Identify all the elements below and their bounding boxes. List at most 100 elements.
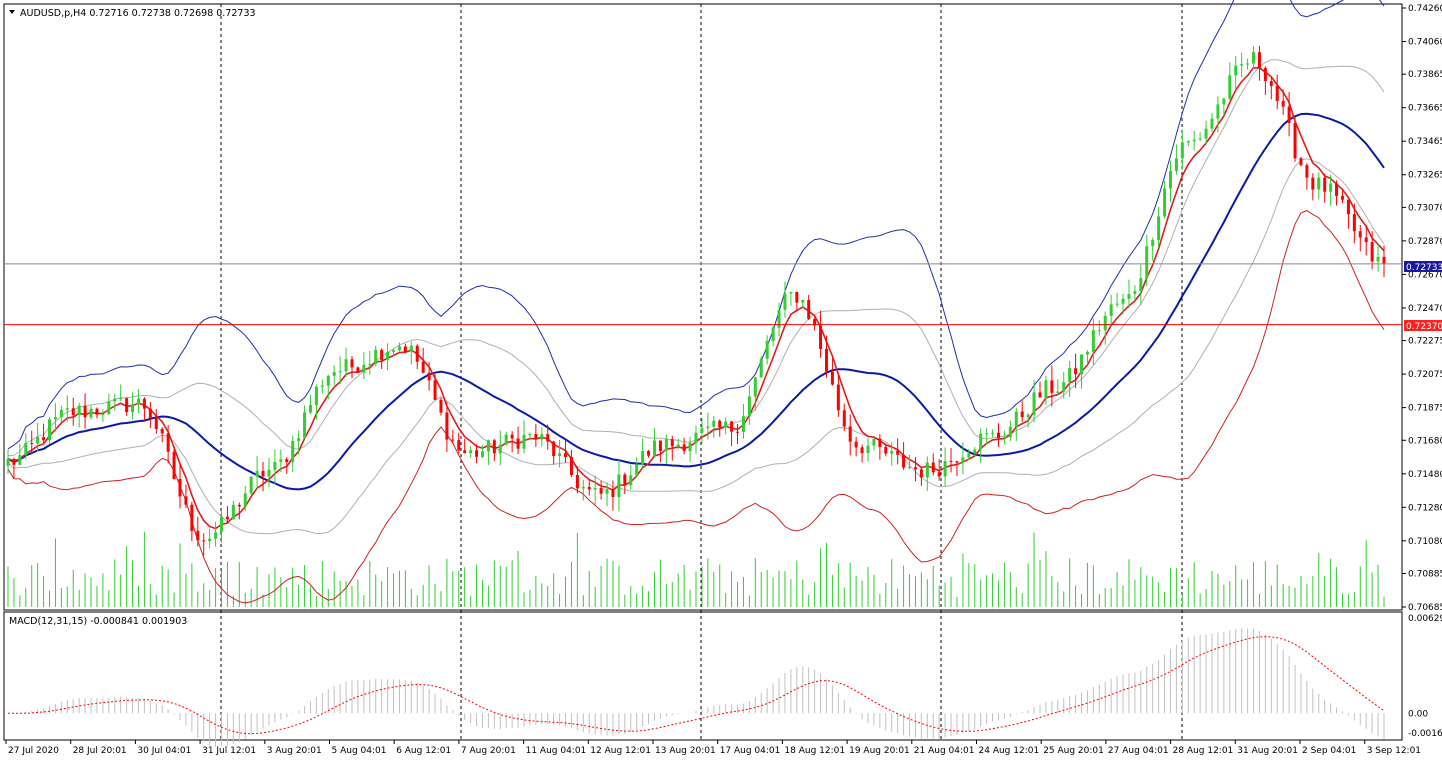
candle-body bbox=[344, 359, 348, 372]
candle-body bbox=[154, 418, 158, 429]
candle-body bbox=[374, 349, 378, 364]
candle-body bbox=[1044, 380, 1048, 398]
candle-body bbox=[338, 371, 342, 373]
candle-body bbox=[1198, 138, 1202, 140]
candle-body bbox=[202, 540, 206, 542]
candle-body bbox=[356, 367, 360, 373]
candle-body bbox=[522, 434, 526, 449]
candle-body bbox=[445, 412, 449, 440]
candle-body bbox=[220, 516, 224, 533]
time-tick-label: 31 Aug 20:01 bbox=[1237, 746, 1298, 756]
price-tick-label: 0.72670 bbox=[1408, 270, 1442, 280]
candle-body bbox=[741, 416, 745, 432]
candle-body bbox=[1109, 304, 1113, 316]
candle-body bbox=[1340, 195, 1344, 200]
candle-body bbox=[664, 439, 668, 451]
time-tick-label: 3 Aug 20:01 bbox=[267, 746, 322, 756]
candle-body bbox=[1376, 256, 1380, 262]
candle-body bbox=[83, 405, 87, 418]
price-tick-label: 0.71280 bbox=[1408, 503, 1442, 513]
price-tick-label: 0.74260 bbox=[1408, 4, 1442, 14]
candle-body bbox=[1056, 391, 1060, 393]
candle-body bbox=[1257, 52, 1261, 69]
candle-body bbox=[59, 409, 63, 417]
candle-body bbox=[943, 460, 947, 477]
candle-body bbox=[18, 455, 22, 465]
time-tick-label: 18 Aug 12:01 bbox=[784, 746, 845, 756]
candle-body bbox=[249, 476, 253, 494]
candle-body bbox=[878, 438, 882, 447]
candle-body bbox=[866, 445, 870, 454]
candle-body bbox=[439, 399, 443, 413]
candle-body bbox=[184, 496, 188, 505]
candle-body bbox=[967, 453, 971, 458]
candle-body bbox=[30, 442, 34, 444]
candle-body bbox=[1121, 298, 1125, 304]
inner-lower-band-line bbox=[7, 158, 1385, 535]
candle-body bbox=[819, 325, 823, 349]
candle-body bbox=[386, 351, 390, 361]
candle-body bbox=[42, 437, 46, 441]
candle-body bbox=[652, 440, 656, 456]
candle-body bbox=[486, 440, 490, 452]
price-tick-label: 0.71680 bbox=[1408, 436, 1442, 446]
macd-signal-line bbox=[8, 636, 1385, 735]
candle-body bbox=[119, 398, 123, 400]
candle-body bbox=[1103, 315, 1107, 331]
candle-body bbox=[1020, 411, 1024, 418]
candle-body bbox=[813, 318, 817, 326]
candle-body bbox=[1002, 437, 1006, 439]
current-price-text: 0.72733 bbox=[1406, 263, 1442, 273]
candle-body bbox=[1228, 75, 1232, 99]
time-tick-label: 17 Aug 04:01 bbox=[720, 746, 781, 756]
chevron-down-icon[interactable] bbox=[9, 10, 15, 14]
candle-body bbox=[178, 478, 182, 497]
candle-body bbox=[783, 293, 787, 310]
candle-body bbox=[392, 350, 396, 352]
macd-label: MACD(12,31,15) -0.000841 0.001903 bbox=[9, 616, 187, 627]
candle-body bbox=[36, 437, 40, 444]
horizontal-levels[interactable] bbox=[4, 263, 1402, 326]
candle-body bbox=[1240, 64, 1244, 66]
candle-body bbox=[552, 441, 556, 457]
candle-body bbox=[1080, 354, 1084, 375]
candle-body bbox=[961, 457, 965, 463]
candle-body bbox=[451, 439, 455, 441]
price-tick-label: 0.70685 bbox=[1408, 603, 1442, 613]
candle-body bbox=[558, 453, 562, 457]
time-tick-label: 24 Aug 12:01 bbox=[979, 746, 1040, 756]
candle-body bbox=[1299, 158, 1303, 166]
candle-body bbox=[658, 440, 662, 451]
candle-body bbox=[724, 421, 728, 428]
price-tick-label: 0.71480 bbox=[1408, 470, 1442, 480]
candle-body bbox=[279, 459, 283, 462]
candle-body bbox=[587, 486, 591, 490]
candle-body bbox=[1139, 278, 1143, 292]
price-axis: 0.74260 0.74060 0.73865 0.73665 0.73465 0.732… bbox=[1402, 4, 1442, 613]
price-tick-label: 0.70885 bbox=[1408, 569, 1442, 579]
candle-body bbox=[908, 467, 912, 469]
candle-body bbox=[308, 404, 312, 413]
candle-body bbox=[427, 372, 431, 381]
candle-body bbox=[902, 454, 906, 468]
candle-body bbox=[575, 475, 579, 489]
time-tick-label: 2 Sep 04:01 bbox=[1302, 746, 1356, 756]
macd-tick-label: -0.0016 bbox=[1408, 729, 1442, 739]
candle-body bbox=[670, 439, 674, 447]
candle-body bbox=[255, 470, 259, 477]
candle-body bbox=[433, 380, 437, 400]
price-tick-label: 0.71875 bbox=[1408, 404, 1442, 414]
candle-body bbox=[949, 460, 953, 462]
candle-body bbox=[569, 457, 573, 476]
price-tick-label: 0.73665 bbox=[1408, 104, 1442, 114]
candle-body bbox=[107, 401, 111, 415]
candle-body bbox=[1145, 246, 1149, 279]
time-tick-label: 31 Jul 12:01 bbox=[202, 746, 256, 756]
candle-body bbox=[694, 432, 698, 443]
time-tick-label: 28 Aug 12:01 bbox=[1173, 746, 1234, 756]
candle-body bbox=[1014, 411, 1018, 427]
macd-axis: 0.006293 0.00 -0.0016 bbox=[1408, 614, 1442, 739]
